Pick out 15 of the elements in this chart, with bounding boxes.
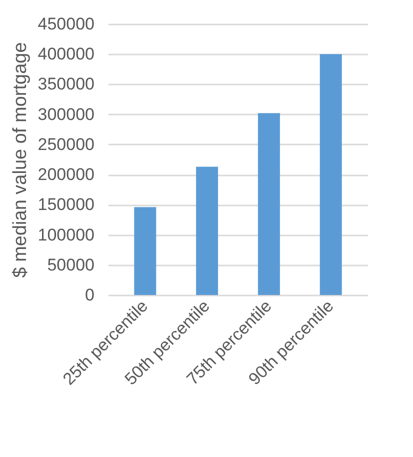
y-tick-label: 400000 <box>38 44 94 64</box>
bar <box>134 207 156 295</box>
y-tick-label: 0 <box>85 286 94 304</box>
y-tick-label: 300000 <box>38 104 94 124</box>
y-tick-label: 100000 <box>38 225 94 244</box>
y-tick-label: 450000 <box>38 14 94 34</box>
y-tick-label: 250000 <box>38 134 94 154</box>
y-axis-title: $ median value of mortgage <box>10 42 31 278</box>
y-tick-label: 350000 <box>38 74 94 94</box>
bar <box>258 113 280 295</box>
bar <box>320 54 342 295</box>
y-tick-label: 200000 <box>38 165 94 184</box>
y-tick-label: 50000 <box>47 255 94 274</box>
bar <box>196 166 218 295</box>
y-tick-label: 150000 <box>38 195 94 214</box>
